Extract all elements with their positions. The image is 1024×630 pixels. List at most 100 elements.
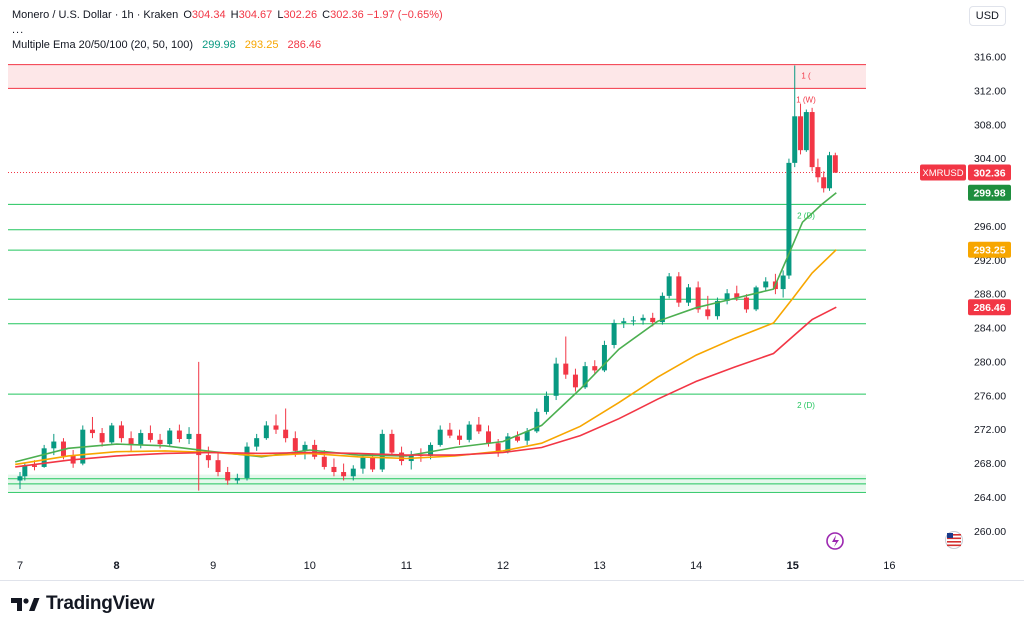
candle-body-89 [832, 155, 838, 173]
y-tick-label-14: 260.00 [974, 526, 1006, 538]
y-tick-label-10: 276.00 [974, 390, 1006, 402]
ema-line-1 [15, 249, 837, 466]
candle-body-67 [659, 295, 665, 323]
candle-body-56 [553, 363, 559, 396]
candle-body-2 [31, 465, 37, 467]
candle-body-10 [109, 425, 115, 443]
candle-body-35 [350, 468, 356, 477]
ema50-value: 293.25 [244, 39, 279, 51]
close-label: C [322, 9, 331, 21]
candle-body-83 [798, 116, 804, 151]
candle-body-72 [705, 309, 711, 317]
y-tick-label-8: 284.00 [974, 323, 1006, 335]
candle-body-1 [22, 465, 28, 477]
y-tick-label-11: 272.00 [974, 424, 1006, 436]
candle-body-14 [147, 433, 153, 440]
candle-body-84 [803, 112, 809, 151]
x-tick-label-8: 15 [787, 560, 799, 572]
candle-body-26 [263, 425, 269, 439]
candle-body-50 [495, 443, 501, 452]
candle-body-18 [186, 433, 192, 439]
candle-body-29 [292, 438, 298, 451]
candle-body-86 [815, 167, 821, 178]
symbol-tag-bg [920, 164, 966, 181]
candle-body-28 [283, 429, 289, 439]
candle-body-48 [476, 424, 482, 432]
candle-body-9 [99, 433, 105, 443]
zone-band-1 [8, 474, 866, 491]
candle-body-0 [17, 476, 23, 481]
level-label-2: 2 (D) [797, 211, 815, 220]
candle-body-13 [138, 433, 144, 445]
candle-body-49 [486, 431, 492, 444]
candle-body-15 [157, 439, 163, 445]
candle-body-38 [379, 433, 385, 470]
candle-body-27 [273, 425, 279, 430]
candle-body-22 [225, 472, 231, 481]
candle-body-81 [786, 162, 792, 276]
price-tag-value-0: 302.36 [973, 168, 1005, 180]
candle-body-11 [118, 425, 124, 439]
chart-legend: Monero / U.S. Dollar · 1h · Kraken O304.… [12, 8, 443, 53]
candle-body-88 [827, 155, 833, 189]
symbol-title[interactable]: Monero / U.S. Dollar · 1h · Kraken [12, 9, 179, 21]
ema-indicator-title[interactable]: Multiple Ema 20/50/100 (20, 50, 100) [12, 39, 194, 51]
candle-body-51 [505, 436, 511, 452]
candle-body-43 [428, 444, 434, 456]
candle-body-60 [592, 366, 598, 371]
candle-body-40 [399, 452, 405, 462]
candle-body-71 [695, 287, 701, 310]
level-label-1: 1 (W) [796, 95, 816, 104]
y-tick-label-13: 264.00 [974, 492, 1006, 504]
candle-body-52 [514, 436, 520, 441]
collapse-dots[interactable]: ... [12, 24, 25, 36]
candle-body-87 [821, 177, 827, 189]
candle-body-33 [331, 466, 337, 473]
ema20-value: 299.98 [202, 39, 236, 51]
symbol-tag-name: XMRUSD [922, 168, 963, 179]
candle-body-73 [714, 300, 720, 317]
high-label: H [230, 9, 239, 21]
candle-body-68 [666, 276, 672, 296]
candle-body-8 [89, 429, 95, 434]
y-tick-label-0: 316.00 [974, 52, 1006, 64]
lightning-icon-ring [826, 532, 844, 550]
price-tag-value-2: 293.25 [973, 245, 1005, 257]
candle-body-61 [601, 344, 607, 371]
candle-body-78 [763, 281, 769, 288]
candle-body-46 [457, 435, 463, 440]
level-label-7: 2 (D) [797, 401, 815, 410]
candle-body-30 [302, 444, 308, 451]
currency-button[interactable]: USD [968, 6, 1006, 26]
price-tag-bg-0 [968, 164, 1011, 181]
candle-body-82 [792, 116, 798, 163]
x-tick-label-7: 14 [690, 560, 702, 572]
us-flag-icon-stripe-2 [947, 541, 961, 543]
candle-body-58 [572, 374, 578, 388]
candle-body-66 [650, 317, 656, 323]
ema100-value: 286.46 [287, 39, 322, 51]
candle-body-64 [630, 320, 636, 322]
x-tick-label-6: 13 [593, 560, 605, 572]
price-chart[interactable]: 1 (1 (W) 2 (D) 2 (D) 316.00 312.00 308.00 304… [0, 0, 1024, 580]
chart-frame: 1 (1 (W) 2 (D) 2 (D) 316.00 312.00 308.00 304… [0, 0, 1024, 581]
us-flag-icon-stripe-1 [947, 537, 961, 540]
candle-body-80 [780, 275, 786, 290]
low-value: 302.26 [283, 9, 318, 21]
candle-body-24 [244, 446, 250, 478]
x-tick-label-2: 9 [210, 560, 216, 572]
ema-line-0 [15, 192, 837, 463]
close-value: 302.36 [330, 9, 364, 21]
x-tick-label-9: 16 [883, 560, 895, 572]
candle-body-74 [724, 293, 730, 301]
candle-body-19 [196, 433, 202, 456]
candle-body-23 [234, 477, 240, 481]
candle-body-77 [753, 287, 759, 310]
candle-body-55 [543, 395, 549, 412]
candle-body-4 [51, 441, 57, 449]
x-tick-label-5: 12 [497, 560, 509, 572]
x-tick-label-0: 7 [17, 560, 23, 572]
candle-body-69 [676, 276, 682, 303]
x-tick-label-3: 10 [304, 560, 316, 572]
candle-body-85 [809, 112, 815, 168]
